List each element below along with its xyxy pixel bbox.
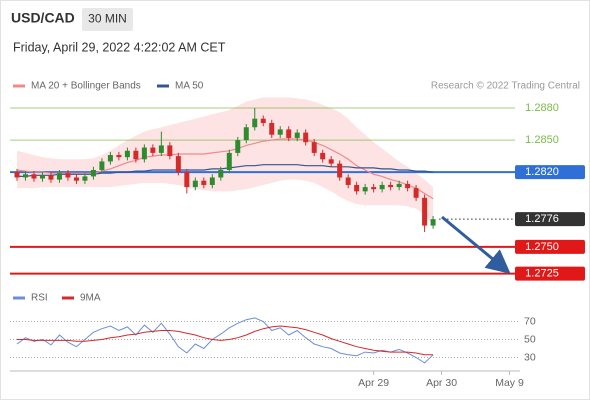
candle-body <box>107 155 113 162</box>
candle-body <box>286 129 292 138</box>
candle-body <box>192 180 198 188</box>
indicator-line <box>16 317 434 364</box>
candle-body <box>201 180 207 185</box>
candle-body <box>184 172 190 188</box>
x-tick-label: May 9 <box>495 377 524 389</box>
candle-body <box>90 169 96 177</box>
level-label: 1.2750 <box>525 241 559 253</box>
legend-label: MA 20 + Bollinger Bands <box>31 81 141 92</box>
candle-body <box>294 132 300 138</box>
candle-body <box>269 122 275 135</box>
candle-body <box>379 184 385 190</box>
candle-body <box>303 132 309 143</box>
candle-body <box>99 161 105 170</box>
candle-body <box>226 152 232 170</box>
x-tick-label: Apr 29 <box>358 377 389 389</box>
legend-label: MA 50 <box>175 81 204 92</box>
level-label: 1.2725 <box>525 268 559 280</box>
candle-body <box>48 175 54 180</box>
y-tick-label: 30 <box>524 351 536 363</box>
candle-body <box>413 188 419 198</box>
forecast-arrow <box>441 215 511 274</box>
bollinger-band <box>16 97 434 226</box>
candle-body <box>396 183 402 188</box>
candle-body <box>116 155 122 158</box>
source: Research © 2022 Trading Central <box>431 81 580 92</box>
candle-body <box>150 147 156 153</box>
level-box <box>515 212 585 227</box>
chart-title: USD/CAD <box>11 10 75 26</box>
candle-body <box>133 150 139 160</box>
candle-body <box>320 152 326 160</box>
level-box <box>515 165 585 180</box>
x-tick-label: Apr 30 <box>426 377 457 389</box>
ma-line <box>17 164 434 177</box>
y-tick-label: 70 <box>524 315 536 327</box>
candle-body <box>252 118 258 128</box>
candle-body <box>345 177 351 185</box>
level-box <box>515 239 585 254</box>
candle-body <box>39 175 45 179</box>
candle-body <box>56 173 62 180</box>
candle-body <box>311 142 317 153</box>
candle-body <box>371 187 377 190</box>
candle-body <box>175 156 181 173</box>
candle-body <box>65 173 71 178</box>
subtitle: Friday, April 29, 2022 4:22:02 AM CET <box>13 40 226 54</box>
candle-body <box>337 163 343 178</box>
candle-body <box>209 177 215 185</box>
candle-body <box>218 169 224 178</box>
level-label: 1.2776 <box>525 213 559 225</box>
candle-body <box>31 174 37 179</box>
candle-body <box>141 147 147 160</box>
candle-body <box>73 177 79 181</box>
ma-line <box>16 138 434 200</box>
level-label: 1.2880 <box>525 102 559 114</box>
candle-body <box>243 127 249 141</box>
candle-body <box>260 118 266 123</box>
candle-body <box>277 129 283 135</box>
candle-body <box>14 172 20 178</box>
candle-body <box>158 145 164 153</box>
timeframe-box[interactable] <box>82 8 133 31</box>
candle-body <box>82 176 88 181</box>
candle-body <box>235 140 241 153</box>
level-label: 1.2850 <box>525 134 559 146</box>
timeframe[interactable]: 30 MIN <box>88 12 127 26</box>
candle-body <box>124 150 130 158</box>
candle-body <box>354 184 360 192</box>
candle-body <box>22 174 28 178</box>
level-label: 1.2820 <box>525 166 559 178</box>
legend-label: 9MA <box>80 293 101 304</box>
indicator-line <box>17 325 434 356</box>
candle-body <box>388 184 394 188</box>
level-box <box>515 266 585 281</box>
legend-label: RSI <box>31 293 48 304</box>
y-tick-label: 50 <box>524 333 536 345</box>
candle-body <box>405 183 411 189</box>
candle-body <box>430 219 436 226</box>
candle-body <box>422 197 428 226</box>
candle-body <box>328 159 334 164</box>
candle-body <box>362 187 368 192</box>
candle-body <box>167 145 173 157</box>
